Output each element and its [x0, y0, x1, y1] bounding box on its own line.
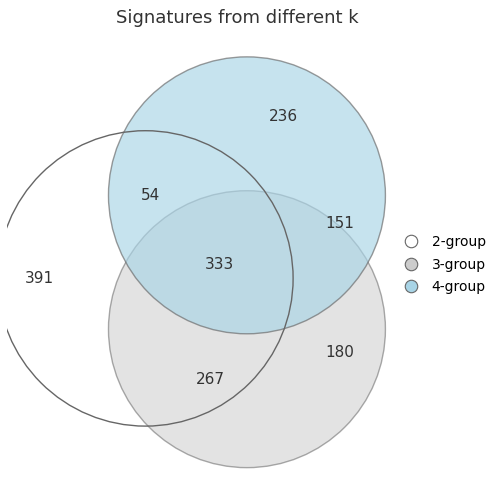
- Circle shape: [108, 191, 386, 468]
- Title: Signatures from different k: Signatures from different k: [116, 9, 359, 27]
- Text: 54: 54: [141, 188, 160, 203]
- Legend: 2-group, 3-group, 4-group: 2-group, 3-group, 4-group: [397, 235, 486, 294]
- Text: 236: 236: [269, 109, 298, 124]
- Text: 391: 391: [25, 271, 54, 286]
- Circle shape: [108, 57, 386, 334]
- Text: 267: 267: [196, 372, 224, 388]
- Text: 180: 180: [325, 345, 354, 360]
- Text: 333: 333: [205, 257, 234, 272]
- Text: 151: 151: [325, 216, 354, 230]
